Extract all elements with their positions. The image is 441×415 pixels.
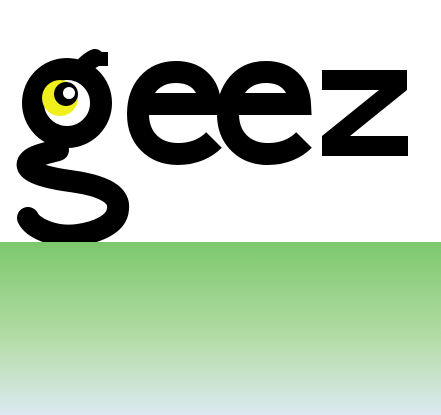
crescent-moon-icon: [42, 80, 78, 116]
logo-letter-e-1: [126, 60, 222, 166]
logo-letter-g: [16, 49, 130, 242]
geez-logo: [16, 49, 408, 242]
logo-area: [16, 49, 408, 242]
logo-letter-e-2: [216, 60, 312, 166]
gradient-band: [0, 242, 441, 415]
logo-letter-z: [322, 70, 408, 156]
